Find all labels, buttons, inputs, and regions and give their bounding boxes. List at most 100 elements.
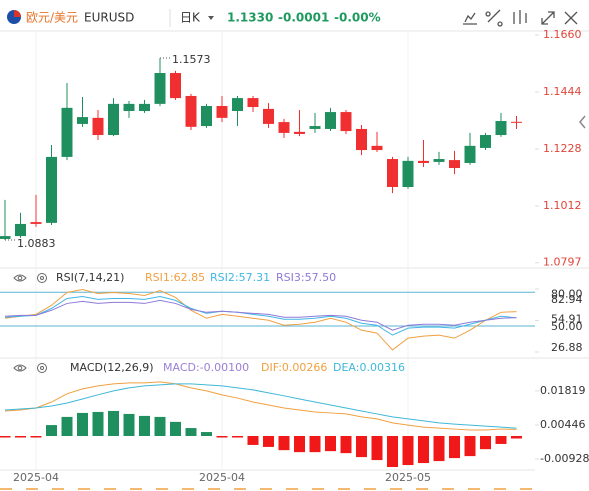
y-tick-label: 1.1660 xyxy=(543,28,582,41)
candle-body xyxy=(154,73,166,104)
macd-bar xyxy=(30,436,42,438)
macd-bar xyxy=(449,436,460,459)
macd-bar xyxy=(495,436,507,444)
candle-body xyxy=(15,223,26,237)
macd-bar xyxy=(46,425,57,437)
y-tick-label: 1.1012 xyxy=(543,199,582,212)
candle-body xyxy=(511,121,522,123)
change-pct: -0.00% xyxy=(334,11,381,25)
macd-bar xyxy=(123,413,135,437)
macd-bar xyxy=(185,428,197,437)
candle-body xyxy=(216,105,228,118)
candle-body xyxy=(433,159,445,162)
x-tick-label: 2025-05 xyxy=(385,471,431,484)
candle-body xyxy=(92,117,104,136)
period[interactable]: 日K xyxy=(180,11,201,25)
x-tick-label: 2025-04 xyxy=(199,471,245,484)
candle-body xyxy=(325,112,336,129)
fullscreen-button[interactable] xyxy=(541,11,555,25)
candle-body xyxy=(77,117,88,124)
macd-bar xyxy=(247,436,259,445)
macd-icons[interactable] xyxy=(13,363,47,373)
macd-bar xyxy=(108,410,119,437)
candle-body xyxy=(309,126,321,129)
rsi-line xyxy=(4,288,517,351)
macd-line xyxy=(4,381,517,431)
price: 1.1330 xyxy=(227,11,273,25)
rsi-line xyxy=(4,299,517,331)
rsi-icons[interactable] xyxy=(13,273,47,283)
macd-bar xyxy=(464,436,476,457)
x-tick-label: 2025-04 xyxy=(13,471,59,484)
candle-body xyxy=(201,105,212,127)
candle-body xyxy=(185,95,197,127)
candle-body xyxy=(123,103,135,112)
macd-bar xyxy=(480,436,491,450)
candle-body xyxy=(247,98,259,108)
candle-body xyxy=(46,156,57,223)
candle-body xyxy=(170,73,181,99)
macd-bar xyxy=(325,436,336,452)
macd-bar xyxy=(371,436,383,461)
candle-body xyxy=(495,121,507,136)
rsi-line xyxy=(4,295,517,336)
y-tick-label: 0.01819 xyxy=(540,384,586,397)
legend-entry: RSI3:57.50 xyxy=(276,271,336,284)
candle-body xyxy=(108,103,119,136)
macd-bar xyxy=(278,436,290,451)
macd-bar xyxy=(232,436,243,438)
close-button[interactable] xyxy=(564,11,578,25)
candle-body xyxy=(387,159,398,187)
macd-bar xyxy=(170,421,181,437)
style-button[interactable] xyxy=(513,10,527,24)
macd-bar xyxy=(294,436,305,453)
macd-bar xyxy=(418,436,429,464)
macd-bar xyxy=(154,416,166,437)
y-tick-label: 1.0797 xyxy=(543,256,582,269)
y-tick-label: 26.88 xyxy=(551,341,583,354)
dropdown-arrow[interactable] xyxy=(208,16,214,20)
legend-entry: RSI2:57.31 xyxy=(210,271,270,284)
legend-entry: DEA:0.00316 xyxy=(333,361,405,374)
pair-name[interactable]: 欧元/美元 xyxy=(26,11,78,25)
macd-bar xyxy=(387,436,398,468)
reference-label: 50.00 xyxy=(551,320,583,333)
macd-bar xyxy=(433,436,445,462)
macd-bar xyxy=(216,436,228,438)
y-tick-label: 54.91 xyxy=(551,313,583,326)
macd-bar xyxy=(402,436,414,466)
candle-body xyxy=(464,145,476,163)
y-tick-label: 0.00446 xyxy=(540,418,586,431)
candle-body xyxy=(139,103,150,112)
indicator-title: MACD(12,26,9) xyxy=(70,361,154,374)
legend-entry: MACD:-0.00100 xyxy=(163,361,249,374)
collapse-button[interactable] xyxy=(579,115,586,129)
y-tick-label: 1.1444 xyxy=(543,85,582,98)
candle-body xyxy=(278,122,290,133)
legend-entry: DIF:0.00266 xyxy=(261,361,327,374)
high-label: 1.1573 xyxy=(172,53,211,66)
indicator-button[interactable] xyxy=(463,12,477,25)
macd-bar xyxy=(263,436,274,447)
symbol: EURUSD xyxy=(84,11,134,25)
candle-body xyxy=(232,98,243,112)
flag-icon xyxy=(7,10,21,24)
y-tick-label: 82.94 xyxy=(551,293,583,306)
candle-body xyxy=(340,112,352,132)
candle-body xyxy=(371,145,383,151)
indicator-title: RSI(7,14,21) xyxy=(56,271,124,284)
low-label: 1.0883 xyxy=(17,237,56,250)
macd-line xyxy=(4,383,517,429)
y-tick-label: 1.1228 xyxy=(543,142,582,155)
candle-body xyxy=(480,135,491,148)
macd-bar xyxy=(61,416,73,437)
change: -0.0001 xyxy=(278,11,329,25)
macd-bar xyxy=(340,436,352,454)
compare-button[interactable] xyxy=(485,9,503,27)
macd-bar xyxy=(356,436,367,458)
candle-body xyxy=(402,160,414,187)
candle-body xyxy=(418,160,429,163)
